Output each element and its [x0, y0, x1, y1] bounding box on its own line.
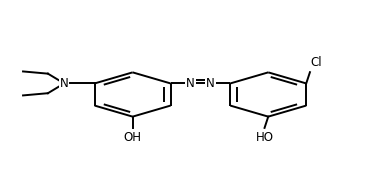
Text: OH: OH — [123, 131, 142, 144]
Text: N: N — [186, 77, 195, 90]
Text: N: N — [206, 77, 215, 90]
Text: Cl: Cl — [310, 56, 322, 69]
Text: N: N — [60, 77, 69, 90]
Text: HO: HO — [256, 131, 273, 144]
